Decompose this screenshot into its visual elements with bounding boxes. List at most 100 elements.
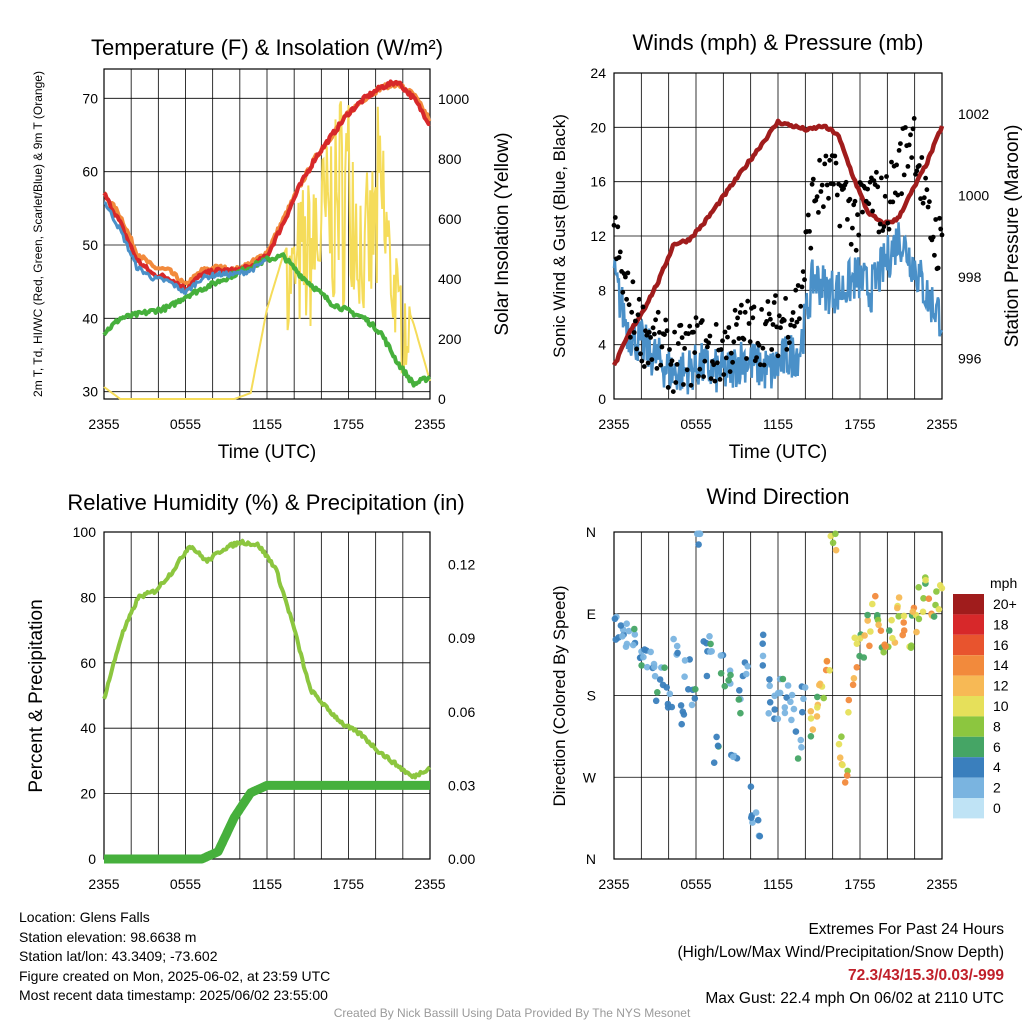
gust-point <box>776 313 782 319</box>
direction-point <box>656 676 664 683</box>
gust-point <box>620 289 626 295</box>
gust-point <box>823 153 829 159</box>
direction-point <box>623 620 630 627</box>
gust-point <box>708 376 714 381</box>
x-tick-label: 0555 <box>170 416 201 432</box>
direction-point <box>695 541 702 548</box>
gust-point <box>808 245 814 251</box>
gust-point <box>881 224 887 230</box>
direction-point <box>725 677 732 684</box>
gust-point <box>691 329 696 335</box>
gust-point <box>769 347 775 352</box>
humidity-tick-labels: 0 20 40 60 80 100 0.00 0.03 0.06 0.09 0.12 2355 0555… <box>73 524 476 892</box>
direction-point <box>835 740 843 748</box>
gust-point <box>655 309 661 315</box>
x-tick-label: 2355 <box>926 876 957 892</box>
gust-point <box>874 169 879 175</box>
direction-point <box>756 832 764 840</box>
y-tick-label: 80 <box>80 589 96 605</box>
gust-point <box>640 304 646 310</box>
direction-point <box>823 658 831 665</box>
wind-series <box>611 116 945 395</box>
direction-point <box>895 613 902 620</box>
gust-point <box>924 187 930 193</box>
gust-point <box>630 279 636 285</box>
direction-point <box>759 631 767 639</box>
gust-point <box>821 204 826 210</box>
direction-chart-title: Wind Direction <box>706 484 849 509</box>
x-tick-label: 2355 <box>88 416 119 432</box>
gust-point <box>794 319 800 325</box>
gust-point <box>649 357 655 362</box>
direction-point <box>874 616 882 624</box>
gust-point <box>658 362 664 368</box>
direction-point <box>717 670 725 677</box>
gust-point <box>628 334 633 340</box>
gust-point <box>933 217 939 222</box>
gust-point <box>814 194 820 200</box>
direction-point <box>766 699 774 706</box>
direction-point <box>629 641 637 649</box>
gust-point <box>657 330 662 335</box>
direction-point <box>886 627 893 634</box>
extremes-subtitle: (High/Low/Max Wind/Precipitation/Snow De… <box>677 944 1005 961</box>
y-tick-label: 20 <box>590 119 606 135</box>
gust-point <box>833 160 839 166</box>
gust-point <box>884 174 889 179</box>
x-tick-label: 0555 <box>170 876 201 892</box>
gust-point <box>916 163 922 168</box>
gust-point <box>759 307 764 312</box>
gust-point <box>921 195 927 201</box>
gust-point <box>876 229 882 235</box>
direction-point <box>867 628 874 635</box>
y-tick-label: 50 <box>82 237 98 253</box>
x-tick-label: 1155 <box>252 416 282 432</box>
direction-point <box>781 704 789 711</box>
gust-point <box>687 323 693 329</box>
direction-point <box>799 708 806 716</box>
direction-point <box>713 733 720 741</box>
gust-point <box>827 157 833 163</box>
gust-point <box>906 142 912 148</box>
gust-point <box>675 341 681 346</box>
x-tick-label: 2355 <box>414 416 445 432</box>
sonic-wind-line <box>612 222 944 395</box>
gust-point <box>725 334 730 340</box>
gust-point <box>788 322 793 328</box>
direction-point <box>845 696 853 704</box>
gust-point <box>817 157 822 163</box>
wind-x-axis-label: Time (UTC) <box>729 442 828 463</box>
direction-point <box>729 753 737 761</box>
gust-point <box>659 344 665 350</box>
gust-point <box>899 191 904 197</box>
gust-point <box>713 322 719 327</box>
y-tick-label: 60 <box>80 655 96 671</box>
direction-point <box>832 546 840 554</box>
x-tick-label: 1755 <box>333 876 364 892</box>
direction-point <box>915 584 922 591</box>
direction-point <box>765 710 772 717</box>
gust-point <box>765 299 771 304</box>
gust-point <box>668 362 674 367</box>
gust-point <box>757 362 763 368</box>
gust-point <box>781 318 787 323</box>
gust-point <box>865 186 870 192</box>
y-tick-label: 40 <box>80 720 96 736</box>
direction-point <box>798 744 805 751</box>
gust-point <box>693 315 699 321</box>
gust-point <box>745 298 751 304</box>
gust-point <box>624 296 629 302</box>
legend-label: 18 <box>993 616 1009 632</box>
gust-point <box>645 360 651 366</box>
direction-point <box>882 643 889 650</box>
extremes-box: Extremes For Past 24 Hours (High/Low/Max… <box>678 918 1005 1010</box>
direction-point <box>781 709 789 717</box>
gust-point <box>746 321 752 326</box>
direction-point <box>688 701 696 709</box>
gust-point <box>663 317 669 323</box>
direction-point <box>797 736 805 744</box>
direction-point <box>638 662 645 669</box>
direction-point <box>894 604 901 612</box>
direction-point <box>776 689 784 697</box>
direction-point <box>707 640 714 648</box>
